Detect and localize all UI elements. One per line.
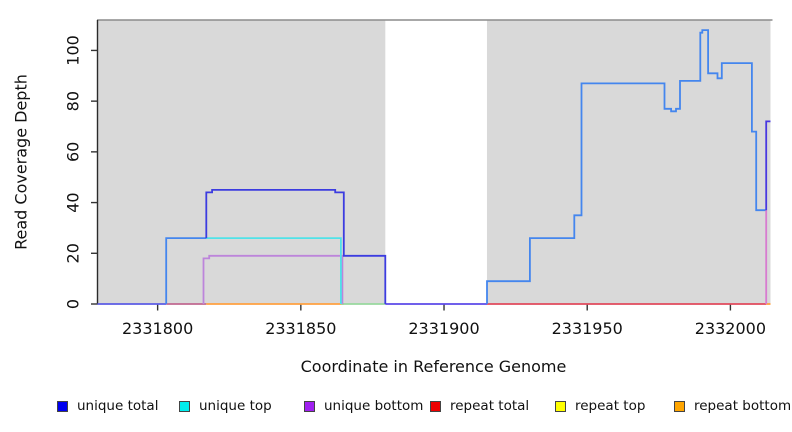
series-unique-total-left [205,188,387,304]
y-tick-label: 60 [64,142,83,162]
series-unique-top-left [206,237,342,304]
legend-label: unique total [77,398,159,414]
series-step-left-dodger [165,237,207,304]
legend-swatch-icon [555,400,566,412]
y-axis-title: Read Coverage Depth [11,74,31,250]
y-tick-label: 20 [64,243,83,263]
legend-label: repeat total [450,398,530,414]
y-tick-label: 40 [64,192,83,212]
legend-swatch-icon [674,400,685,412]
masked-region [385,20,487,304]
x-tick-label: 2331900 [408,319,479,338]
legend-swatch-icon [179,400,190,412]
y-tick-label: 0 [64,299,83,309]
legend-swatch-icon [57,400,68,412]
legend-label: unique top [199,398,272,414]
x-tick-label: 2331850 [265,319,336,338]
legend-item-repeat-bottom: repeat bottom [674,399,791,413]
legend: unique total unique top unique bottom repea… [0,399,792,417]
legend-item-repeat-top: repeat top [555,399,645,413]
x-tick-label: 2331950 [552,319,623,338]
x-tick-label: 2332000 [695,319,766,338]
legend-item-unique-top: unique top [179,399,272,413]
series-unique-bottom-left [202,254,344,304]
y-tick-label: 100 [64,35,83,66]
legend-item-unique-bottom: unique bottom [304,399,423,413]
legend-item-repeat-total: repeat total [430,399,529,413]
y-tick-label: 80 [64,91,83,111]
x-tick-label: 2331800 [122,319,193,338]
legend-label: repeat top [575,398,646,414]
legend-item-unique-total: unique total [57,399,158,413]
legend-swatch-icon [430,400,441,412]
legend-label: unique bottom [324,398,424,414]
legend-label: repeat bottom [694,398,792,414]
series-unique-total-right [765,120,771,211]
legend-swatch-icon [304,400,315,412]
series-total-right-dodger [486,29,767,304]
x-axis-title: Coordinate in Reference Genome [300,357,567,376]
